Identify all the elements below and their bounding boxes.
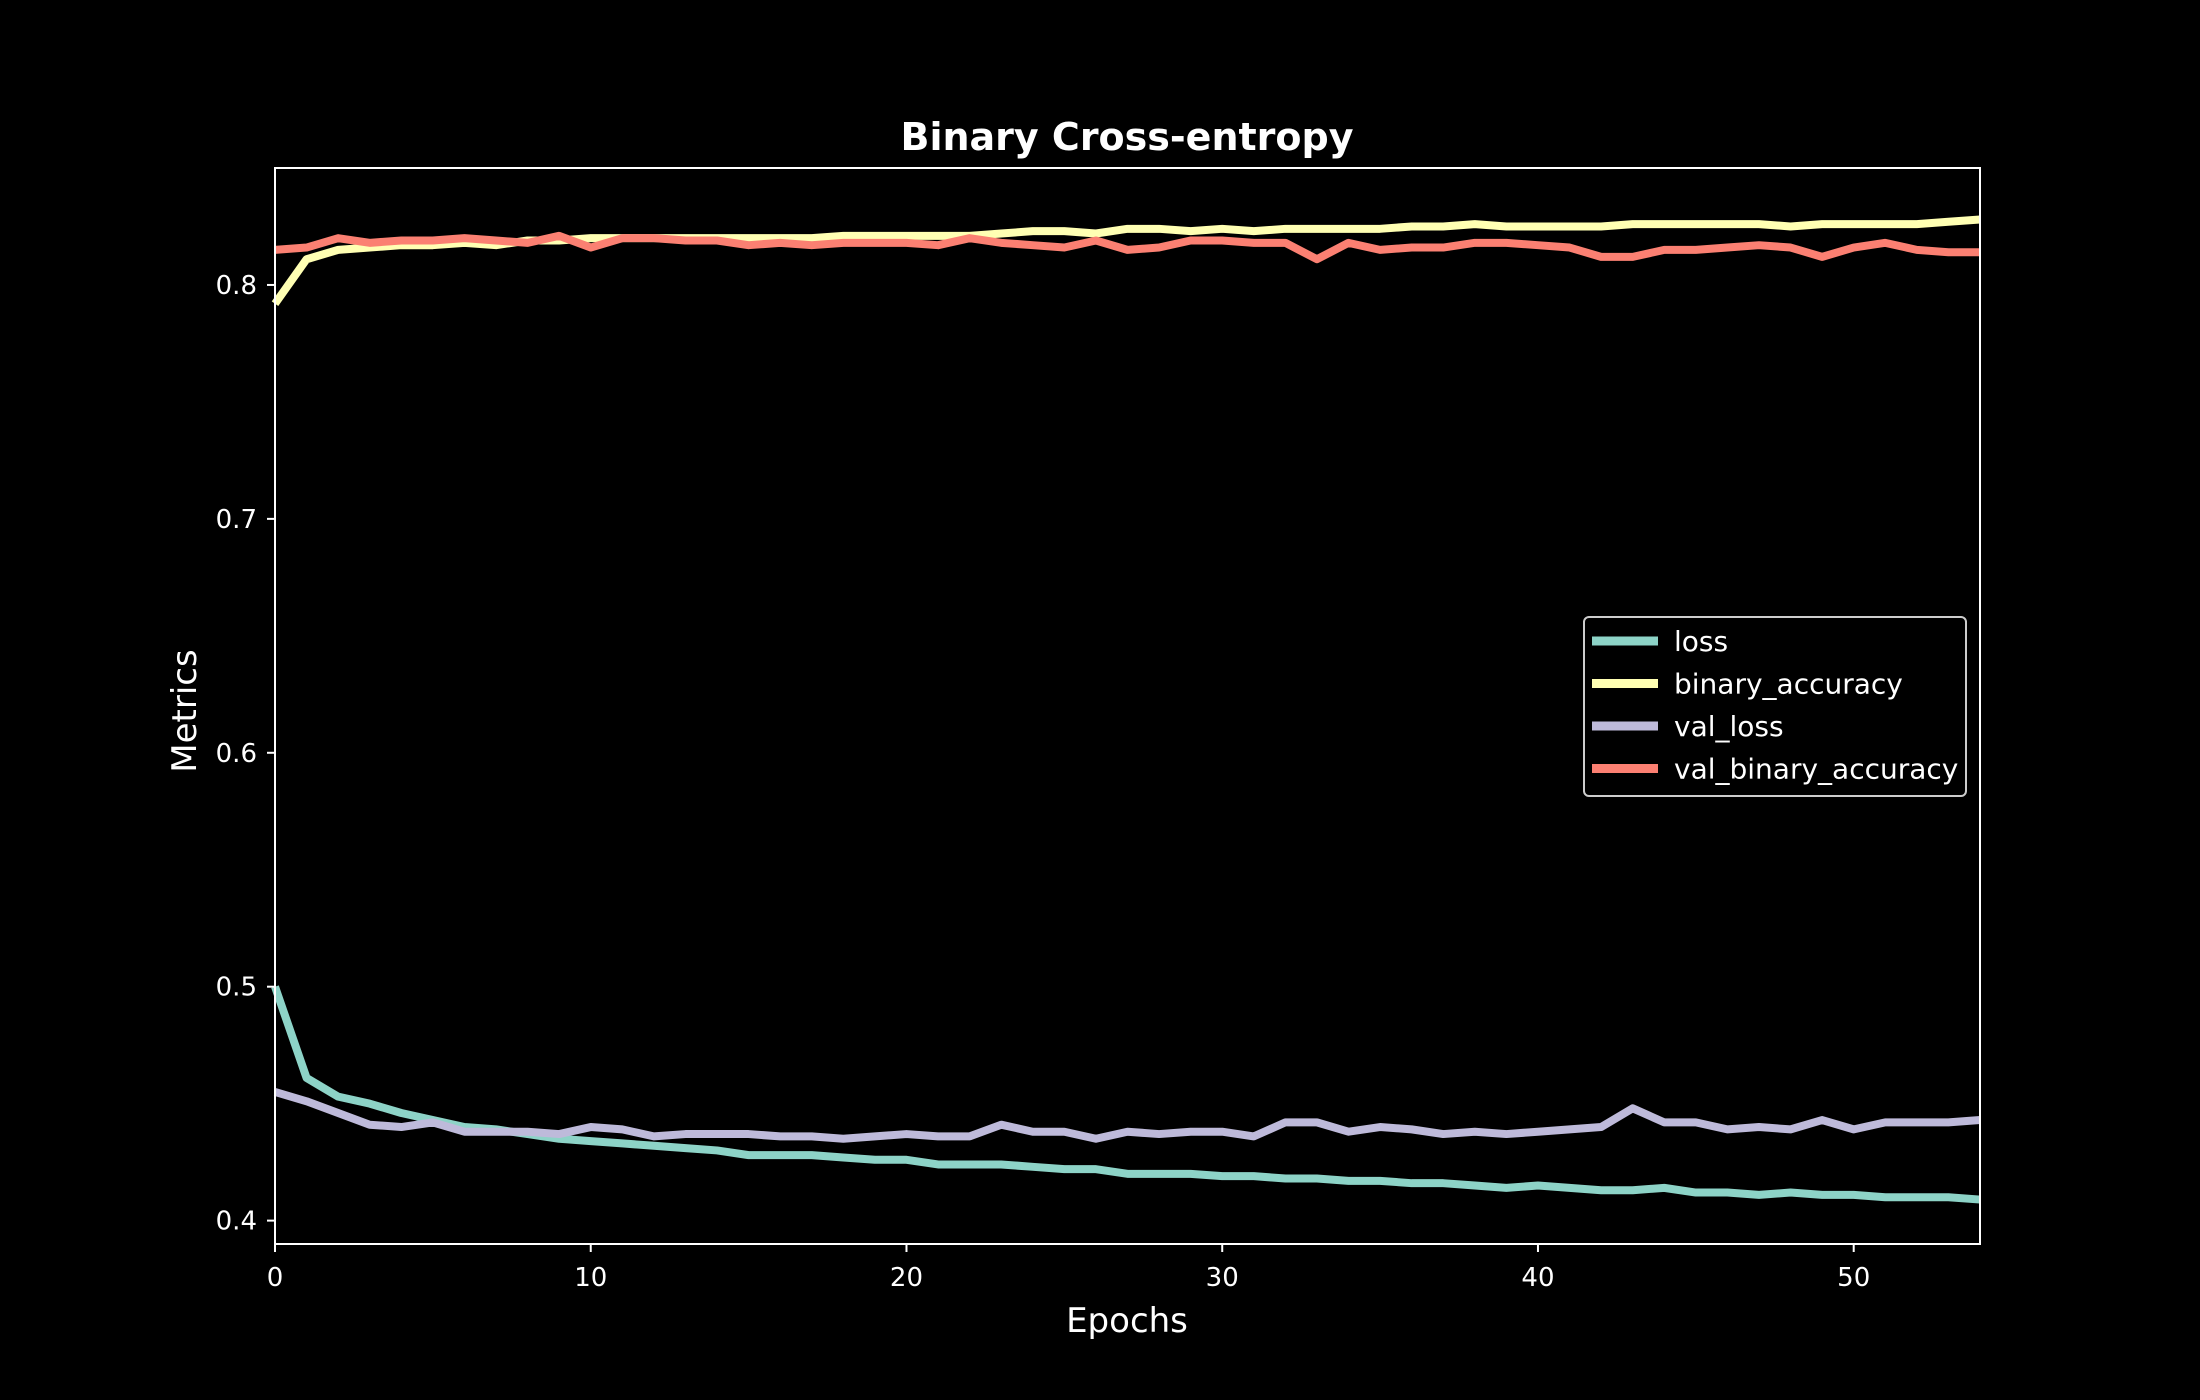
- legend: loss binary_accuracy val_loss val_binary_ac…: [1583, 616, 1967, 797]
- x-axis-label: Epochs: [1066, 1301, 1188, 1341]
- legend-label-loss: loss: [1674, 625, 1728, 658]
- y-tick-label: 0.6: [216, 739, 257, 769]
- legend-label-val-binary-accuracy: val_binary_accuracy: [1674, 753, 1958, 786]
- series-line-val-binary-accuracy: [274, 231, 1980, 264]
- y-tick-label: 0.4: [216, 1207, 257, 1237]
- x-tick-label: 40: [1521, 1263, 1554, 1293]
- x-tick-label: 20: [890, 1263, 923, 1293]
- x-tick-label: 50: [1837, 1263, 1870, 1293]
- x-tick-label: 30: [1206, 1263, 1239, 1293]
- series-line-binary-accuracy: [271, 215, 1981, 306]
- x-tick-label: 10: [574, 1263, 607, 1293]
- series-line-val-loss: [273, 1088, 1981, 1143]
- y-tick-label: 0.8: [216, 271, 257, 301]
- x-tick-label: 0: [267, 1263, 284, 1293]
- legend-label-val-loss: val_loss: [1674, 710, 1784, 743]
- legend-label-binary-accuracy: binary_accuracy: [1674, 668, 1903, 701]
- legend-box: [1583, 616, 1967, 797]
- plot-area: [271, 215, 1981, 1204]
- series-line-loss: [271, 985, 1981, 1204]
- y-tick-label: 0.5: [216, 973, 257, 1003]
- axes: 0 10 20 30 40 50 0.4 0.5 0.6 0.7 0.8: [216, 167, 1981, 1293]
- y-tick-label: 0.7: [216, 505, 257, 535]
- chart-title: Binary Cross-entropy: [901, 115, 1354, 159]
- y-axis-label: Metrics: [165, 649, 205, 772]
- axes-frame: [274, 167, 1981, 1245]
